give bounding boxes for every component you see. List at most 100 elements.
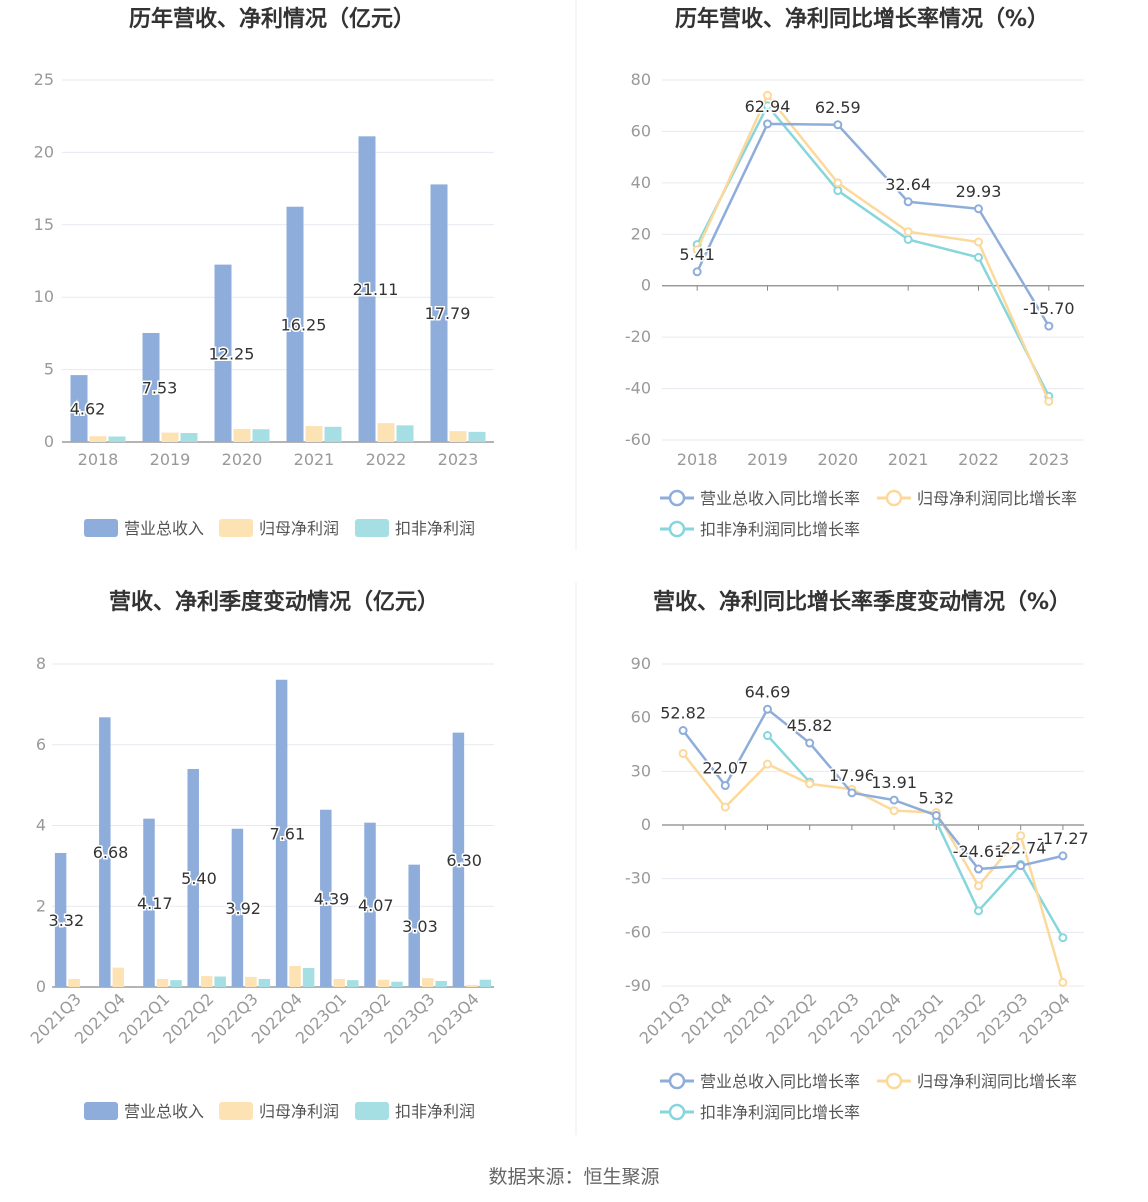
data-point xyxy=(763,704,772,714)
data-label: 4.07 xyxy=(358,896,394,915)
legend-label: 扣非净利润 xyxy=(395,519,475,538)
data-point xyxy=(692,267,702,277)
bar-营业总收入 xyxy=(99,717,111,987)
data-point xyxy=(1016,861,1026,871)
y-tick-label: 4 xyxy=(36,816,46,835)
data-label: -24.61 xyxy=(953,842,1005,861)
bar-扣非净利润 xyxy=(180,433,198,442)
data-label: 62.59 xyxy=(815,98,861,117)
data-point xyxy=(763,90,772,100)
legend-marker xyxy=(668,520,686,538)
data-label: 12.25 xyxy=(209,344,255,363)
data-label: 3.92 xyxy=(225,899,261,918)
bar-营业总收入 xyxy=(142,332,160,442)
data-point xyxy=(1058,851,1068,861)
data-point xyxy=(720,781,730,791)
bar-营业总收入 xyxy=(187,768,199,987)
chart-quarterly-amount: 营收、净利季度变动情况（亿元）024682021Q32021Q42022Q120… xyxy=(27,589,494,1121)
bar-扣非净利润 xyxy=(108,436,126,442)
data-point xyxy=(889,806,899,816)
data-point xyxy=(903,227,913,237)
chart-title: 营收、净利同比增长率季度变动情况（%） xyxy=(653,589,1071,615)
bar-营业总收入 xyxy=(430,184,448,442)
data-point xyxy=(889,795,899,805)
y-tick-label: 80 xyxy=(631,70,651,89)
legend-label: 扣非净利润 xyxy=(395,1102,475,1121)
data-label: 5.32 xyxy=(918,788,954,807)
bar-归母净利润 xyxy=(466,984,478,987)
data-label: 62.94 xyxy=(745,97,791,116)
y-tick-label: 20 xyxy=(631,224,651,243)
bar-扣非净利润 xyxy=(435,980,447,987)
y-tick-label: 0 xyxy=(44,432,54,451)
bar-归母净利润 xyxy=(245,976,257,987)
legend-label: 扣非净利润同比增长率 xyxy=(700,520,860,539)
bar-营业总收入 xyxy=(364,822,376,987)
data-label: 7.53 xyxy=(142,378,178,397)
series-line-归母净利润同比增长率 xyxy=(696,93,1050,402)
data-label: 5.41 xyxy=(679,245,715,264)
data-point xyxy=(974,881,983,891)
bar-归母净利润 xyxy=(289,966,301,987)
chart-title: 历年营收、净利同比增长率情况（%） xyxy=(675,6,1049,32)
bar-扣非净利润 xyxy=(258,978,271,987)
data-label: 6.68 xyxy=(93,843,129,862)
legend-swatch xyxy=(84,519,118,537)
data-label: -22.74 xyxy=(995,839,1047,858)
y-tick-label: -30 xyxy=(625,869,651,888)
series-line-扣非净利润同比增长率 xyxy=(696,103,1050,397)
y-tick-label: 40 xyxy=(631,173,651,192)
bar-营业总收入 xyxy=(214,264,232,442)
bar-归母净利润 xyxy=(333,978,346,987)
data-label: 21.11 xyxy=(353,280,399,299)
chart-annual-growth: 历年营收、净利同比增长率情况（%） -60 -40 -20 0 20 40 60 80 2018 2… xyxy=(625,6,1084,539)
bar-归母净利润 xyxy=(156,978,169,987)
data-label: 4.39 xyxy=(314,889,350,908)
y-tick-label: 10 xyxy=(34,287,54,306)
legend-label: 归母净利润同比增长率 xyxy=(917,489,1077,508)
x-tick-label: 2019 xyxy=(747,450,788,469)
data-label: 5.40 xyxy=(181,869,217,888)
series-line-营业总收入同比增长率 xyxy=(696,122,1050,327)
legend-label: 营业总收入同比增长率 xyxy=(700,1072,860,1091)
x-tick-label: 2022 xyxy=(366,450,407,469)
data-label: 13.91 xyxy=(871,773,917,792)
data-point xyxy=(903,197,913,207)
x-tick-label: 2018 xyxy=(677,450,718,469)
y-tick-label: 2 xyxy=(36,896,46,915)
data-point xyxy=(763,731,772,741)
data-point xyxy=(1058,933,1068,943)
x-tick-label: 2023 xyxy=(438,450,479,469)
bar-归母净利润 xyxy=(377,979,390,987)
bar-扣非净利润 xyxy=(479,979,492,987)
series-line-扣非净利润同比增长率 xyxy=(935,820,1064,939)
bar-营业总收入 xyxy=(275,679,288,987)
bar-扣非净利润 xyxy=(324,426,342,442)
data-label: -15.70 xyxy=(1023,299,1075,318)
data-point xyxy=(720,802,730,812)
bar-归母净利润 xyxy=(112,967,125,987)
data-point xyxy=(974,237,983,247)
y-tick-label: 6 xyxy=(36,735,46,754)
bar-营业总收入 xyxy=(54,852,67,987)
data-point xyxy=(974,864,983,874)
bar-归母净利润 xyxy=(200,976,213,987)
data-label: 3.03 xyxy=(402,917,438,936)
data-point xyxy=(1016,831,1026,841)
chart-title: 营收、净利季度变动情况（亿元） xyxy=(109,589,439,615)
chart-annual-amount: 历年营收、净利情况（亿元） 0 5 10 15 20 25 2018 2019 2020 2021 2… xyxy=(34,6,494,538)
data-point xyxy=(931,810,941,820)
x-tick-label: 2022 xyxy=(958,450,999,469)
data-label: -17.27 xyxy=(1037,829,1089,848)
legend-swatch xyxy=(219,519,253,537)
data-label: 52.82 xyxy=(660,704,706,723)
data-label: 17.96 xyxy=(829,766,875,785)
y-tick-label: -40 xyxy=(625,379,651,398)
legend-label: 营业总收入 xyxy=(124,1102,204,1121)
y-tick-label: 5 xyxy=(44,360,54,379)
data-point xyxy=(833,178,843,188)
data-label: 17.79 xyxy=(425,304,471,323)
data-point xyxy=(833,120,843,130)
